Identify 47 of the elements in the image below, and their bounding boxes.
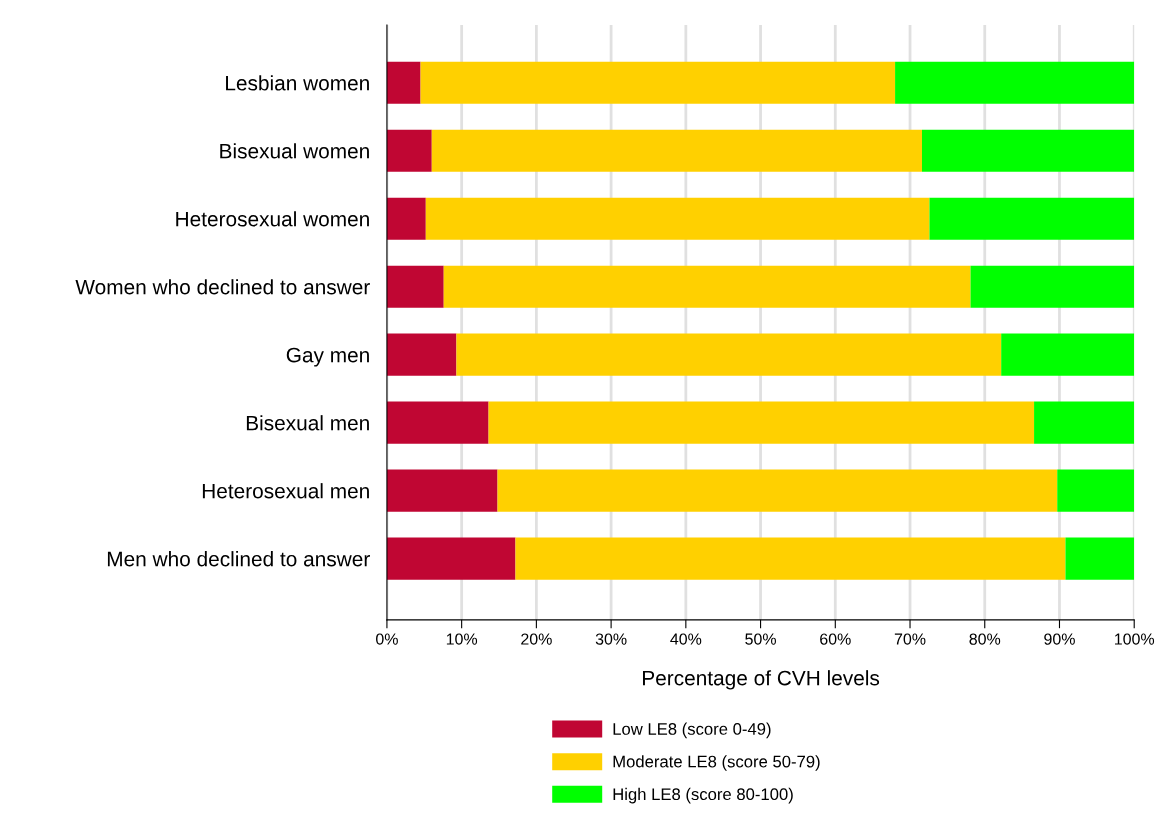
bar: [929, 197, 1135, 240]
bar: [1065, 537, 1135, 580]
y-tick-label: Bisexual men: [246, 415, 369, 431]
bar: [497, 469, 1058, 512]
bar: [1034, 401, 1135, 444]
x-tick-label: 20%: [521, 633, 552, 645]
y-tick-label: Gay men: [286, 347, 369, 367]
bar: [386, 129, 432, 172]
bar: [921, 129, 1135, 172]
x-tick-label: 40%: [670, 633, 702, 645]
bar: [420, 61, 896, 104]
bar: [386, 265, 444, 308]
y-tick-label: Heterosexual men: [202, 483, 369, 499]
y-tick-label: Lesbian women: [226, 75, 369, 91]
x-tick-label: 70%: [894, 633, 926, 645]
x-tick-label: 80%: [969, 633, 1001, 645]
y-tick-label: Bisexual women: [220, 143, 369, 159]
bar: [970, 265, 1135, 308]
bar: [488, 401, 1035, 444]
bar: [1001, 333, 1135, 376]
legend-label: Low LE8 (score 0-49): [613, 722, 771, 739]
x-tick-label: 0%: [376, 633, 398, 645]
x-tick-label: 50%: [745, 633, 776, 645]
bar: [1057, 469, 1135, 512]
y-tick-label: Heterosexual women: [176, 211, 369, 227]
x-tick-label: 30%: [595, 633, 627, 645]
x-tick-label: 90%: [1044, 633, 1075, 645]
bar: [895, 61, 1135, 104]
legend-label: High LE8 (score 80-100): [613, 787, 793, 804]
bar: [386, 537, 516, 580]
bar: [443, 265, 971, 308]
bar: [425, 197, 930, 240]
x-tick-label: 100%: [1115, 633, 1155, 645]
legend-label: Moderate LE8 (score 50-79): [613, 755, 820, 771]
bar: [386, 401, 489, 444]
y-tick-label: Women who declined to answer: [75, 279, 370, 295]
bar: [386, 61, 421, 104]
x-tick-label: 60%: [820, 633, 851, 645]
bar: [386, 469, 498, 512]
y-tick-label: Men who declined to answer: [107, 551, 370, 567]
bar: [515, 537, 1066, 580]
x-axis-title: Percentage of CVH levels: [643, 670, 880, 690]
x-tick-label: 10%: [446, 633, 478, 645]
bar: [431, 129, 922, 172]
bar: [386, 333, 457, 376]
bar: [456, 333, 1002, 376]
bar: [386, 197, 426, 240]
